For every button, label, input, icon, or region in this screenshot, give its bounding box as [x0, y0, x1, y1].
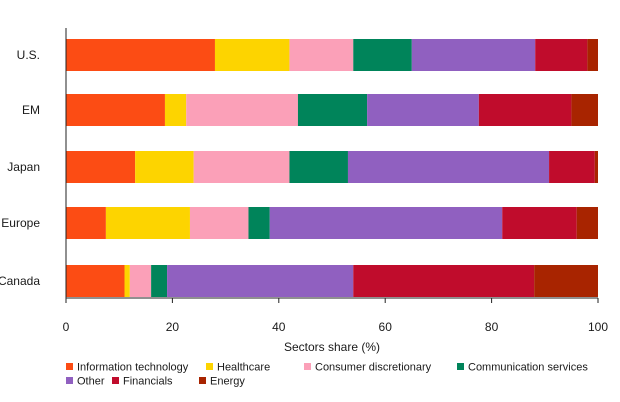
- bar-em-energy: [571, 94, 598, 126]
- x-tick-label-40: 40: [272, 320, 286, 334]
- bar-japan-energy: [594, 151, 598, 183]
- legend: Information technology Healthcare Consumer…: [66, 362, 588, 388]
- y-tick-label-u-s: U.S.: [17, 48, 40, 62]
- bar-em-healthcare: [164, 94, 187, 126]
- y-tick-label-japan: Japan: [7, 160, 40, 174]
- bar-canada-consumer-discretionary: [129, 265, 152, 297]
- legend-label-healthcare: Healthcare: [217, 362, 270, 374]
- bar-japan-financials: [549, 151, 595, 183]
- x-tick-label-100: 100: [588, 320, 608, 334]
- legend-swatch-consumer-discretionary: [304, 363, 311, 370]
- bar-europe-energy: [576, 207, 598, 239]
- y-axis-tick-labels: U.S. EM Japan Europe Canada: [0, 48, 40, 288]
- bar-u-s-healthcare: [214, 39, 290, 71]
- bar-canada-financials: [353, 265, 535, 297]
- bar-u-s-consumer-discretionary: [289, 39, 354, 71]
- legend-swatch-information-technology: [66, 363, 73, 370]
- bar-japan-other: [347, 151, 550, 183]
- legend-label-other: Other: [77, 376, 105, 388]
- legend-label-financials: Financials: [123, 376, 173, 388]
- bar-europe-other: [269, 207, 503, 239]
- x-axis-title: Sectors share (%): [284, 340, 380, 354]
- bar-u-s-financials: [535, 39, 588, 71]
- y-tick-label-canada: Canada: [0, 274, 40, 288]
- legend-label-communication-services: Communication services: [468, 362, 588, 374]
- legend-swatch-energy: [199, 377, 206, 384]
- x-tick-label-0: 0: [63, 320, 70, 334]
- bar-europe-financials: [502, 207, 577, 239]
- bar-canada-information-technology: [66, 265, 125, 297]
- bar-canada-communication-services: [151, 265, 168, 297]
- bar-japan-information-technology: [66, 151, 136, 183]
- y-tick-label-europe: Europe: [1, 216, 40, 230]
- bar-em-consumer-discretionary: [186, 94, 298, 126]
- bars-group: [66, 39, 598, 297]
- y-tick-label-em: EM: [22, 103, 40, 117]
- bar-japan-healthcare: [135, 151, 194, 183]
- legend-swatch-financials: [112, 377, 119, 384]
- bar-canada-healthcare: [124, 265, 130, 297]
- bar-japan-communication-services: [289, 151, 348, 183]
- legend-swatch-other: [66, 377, 73, 384]
- bar-u-s-energy: [587, 39, 598, 71]
- bar-canada-other: [167, 265, 354, 297]
- legend-label-energy: Energy: [210, 376, 245, 388]
- x-tick-label-20: 20: [166, 320, 180, 334]
- bar-u-s-other: [411, 39, 536, 71]
- bar-em-information-technology: [66, 94, 165, 126]
- bar-u-s-information-technology: [66, 39, 215, 71]
- legend-label-information-technology: Information technology: [77, 362, 189, 374]
- legend-swatch-healthcare: [206, 363, 213, 370]
- bar-em-communication-services: [297, 94, 368, 126]
- bar-japan-consumer-discretionary: [193, 151, 290, 183]
- bar-em-financials: [478, 94, 572, 126]
- bar-u-s-communication-services: [353, 39, 412, 71]
- x-axis-ticks: 0 20 40 60 80 100: [63, 298, 608, 334]
- bar-canada-energy: [534, 265, 598, 297]
- x-tick-label-80: 80: [485, 320, 499, 334]
- bar-europe-consumer-discretionary: [189, 207, 249, 239]
- bar-europe-information-technology: [66, 207, 106, 239]
- x-tick-label-60: 60: [379, 320, 393, 334]
- legend-swatch-communication-services: [457, 363, 464, 370]
- bar-europe-healthcare: [105, 207, 190, 239]
- legend-label-consumer-discretionary: Consumer discretionary: [315, 362, 432, 374]
- bar-europe-communication-services: [248, 207, 270, 239]
- bar-em-other: [367, 94, 479, 126]
